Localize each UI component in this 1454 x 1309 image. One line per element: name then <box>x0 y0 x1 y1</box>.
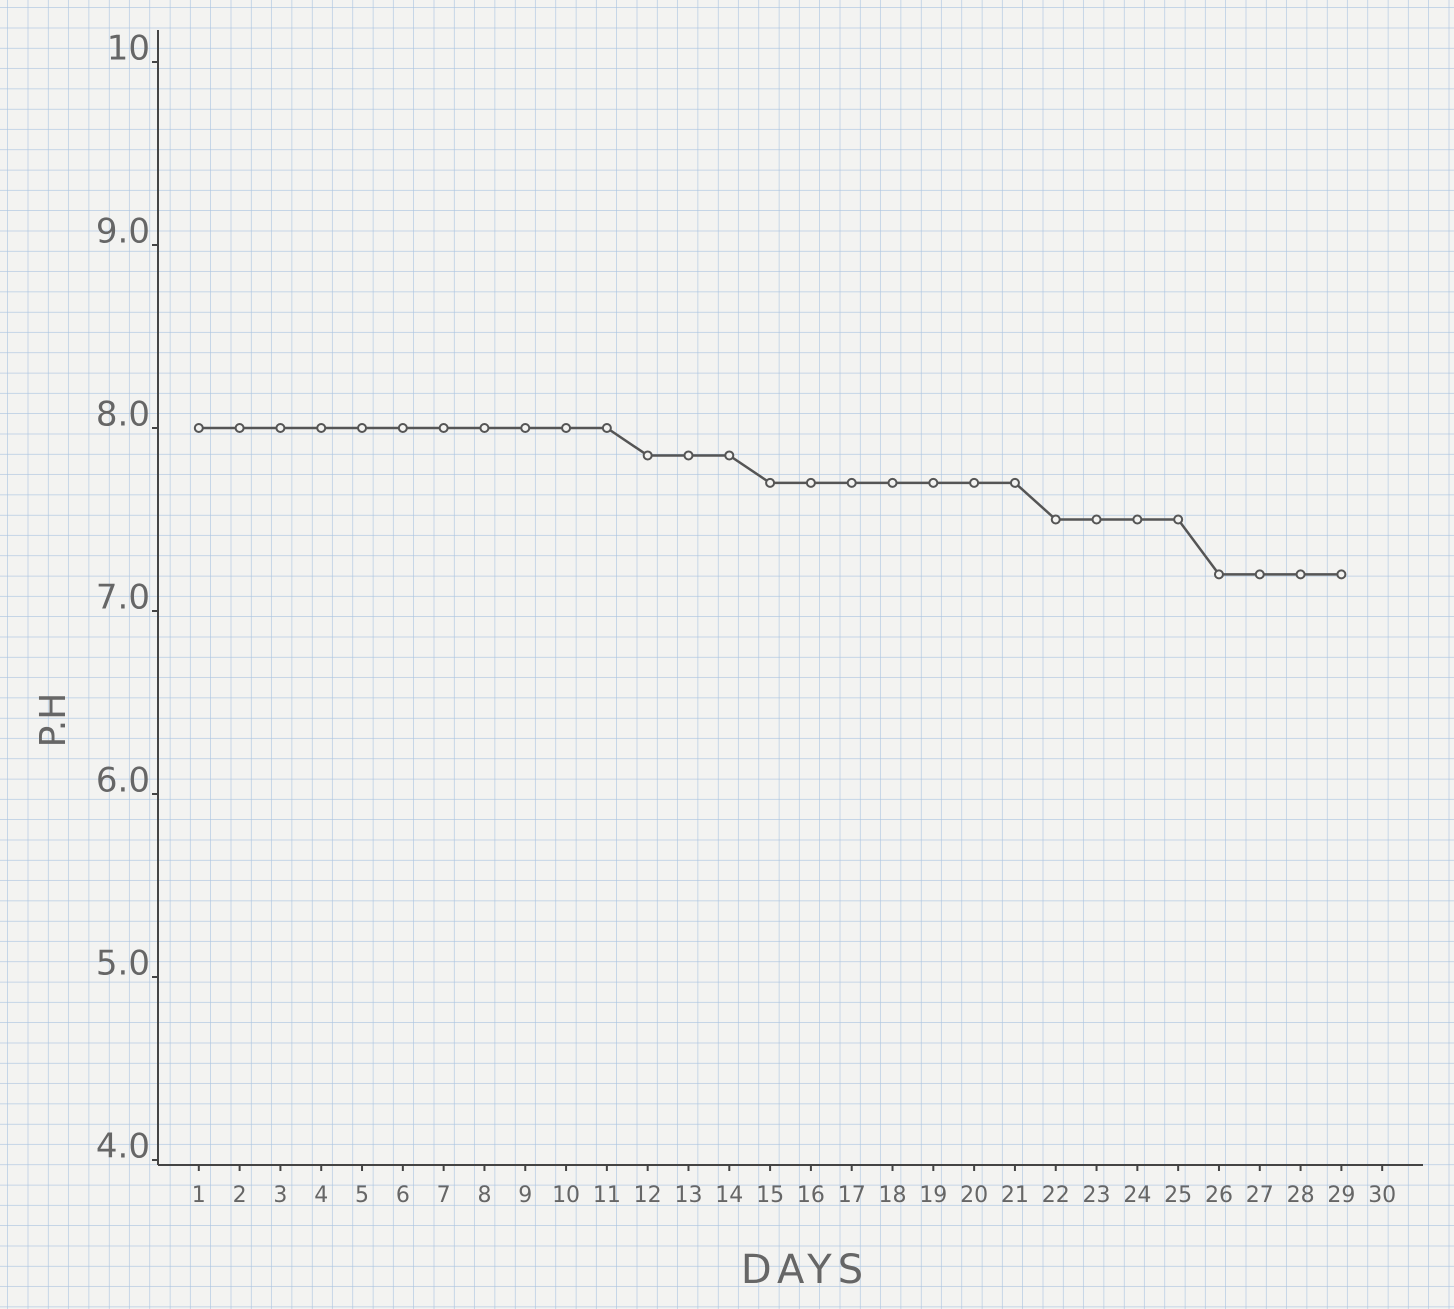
data-point <box>1052 516 1060 524</box>
x-axis-label: DAYS <box>741 1247 869 1293</box>
data-point <box>644 451 652 459</box>
data-point <box>276 424 284 432</box>
x-tick-label: 26 <box>1205 1183 1233 1208</box>
data-point <box>1256 570 1264 578</box>
data-point <box>766 479 774 487</box>
data-point <box>317 424 325 432</box>
x-tick-label: 19 <box>919 1183 947 1208</box>
data-point <box>1133 516 1141 524</box>
x-tick-label: 5 <box>355 1183 369 1208</box>
y-tick-label: 4.0 <box>96 1127 150 1167</box>
paper-grid <box>0 0 1454 1309</box>
x-tick-label: 25 <box>1164 1183 1192 1208</box>
x-tick-label: 27 <box>1246 1183 1274 1208</box>
x-tick-label: 8 <box>477 1183 491 1208</box>
data-point <box>1093 516 1101 524</box>
x-tick-label: 28 <box>1287 1183 1315 1208</box>
chart: DAYS P.H 4.05.06.07.08.09.01012345678910… <box>0 0 1454 1309</box>
x-tick-label: 7 <box>437 1183 451 1208</box>
x-tick-label: 20 <box>960 1183 988 1208</box>
x-tick-label: 22 <box>1042 1183 1070 1208</box>
x-tick-label: 6 <box>396 1183 410 1208</box>
data-point <box>480 424 488 432</box>
data-point <box>562 424 570 432</box>
x-tick-label: 9 <box>518 1183 532 1208</box>
data-point <box>236 424 244 432</box>
x-tick-label: 21 <box>1001 1183 1029 1208</box>
y-tick-label: 7.0 <box>96 578 150 618</box>
data-point <box>399 424 407 432</box>
y-axis-label: P.H <box>33 693 74 748</box>
x-tick-label: 13 <box>674 1183 702 1208</box>
data-point <box>684 451 692 459</box>
x-tick-label: 16 <box>797 1183 825 1208</box>
y-tick-label: 6.0 <box>96 761 150 801</box>
x-tick-label: 29 <box>1327 1183 1355 1208</box>
data-point <box>1011 479 1019 487</box>
x-tick-label: 3 <box>273 1183 287 1208</box>
data-point <box>440 424 448 432</box>
data-point <box>889 479 897 487</box>
x-tick-label: 30 <box>1368 1183 1396 1208</box>
x-tick-label: 14 <box>715 1183 743 1208</box>
x-tick-label: 18 <box>879 1183 907 1208</box>
x-tick-label: 15 <box>756 1183 784 1208</box>
y-tick-label: 9.0 <box>96 212 150 252</box>
x-tick-label: 2 <box>233 1183 247 1208</box>
y-tick-label: 8.0 <box>96 395 150 435</box>
x-tick-label: 4 <box>314 1183 328 1208</box>
data-point <box>725 451 733 459</box>
data-point <box>929 479 937 487</box>
x-tick-label: 17 <box>838 1183 866 1208</box>
x-tick-label: 23 <box>1083 1183 1111 1208</box>
x-tick-label: 12 <box>634 1183 662 1208</box>
data-point <box>848 479 856 487</box>
data-point <box>1337 570 1345 578</box>
y-tick-label: 5.0 <box>96 944 150 984</box>
data-point <box>521 424 529 432</box>
x-tick-label: 10 <box>552 1183 580 1208</box>
data-point <box>970 479 978 487</box>
x-tick-label: 24 <box>1123 1183 1151 1208</box>
data-point <box>603 424 611 432</box>
data-point <box>1215 570 1223 578</box>
data-point <box>1297 570 1305 578</box>
data-point <box>358 424 366 432</box>
data-point <box>195 424 203 432</box>
x-tick-label: 1 <box>192 1183 206 1208</box>
x-tick-label: 11 <box>593 1183 621 1208</box>
y-tick-label: 10 <box>107 29 150 69</box>
data-point <box>807 479 815 487</box>
data-point <box>1174 516 1182 524</box>
